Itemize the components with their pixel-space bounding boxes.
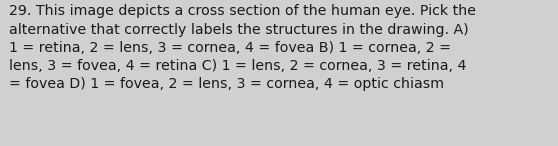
Text: 29. This image depicts a cross section of the human eye. Pick the
alternative th: 29. This image depicts a cross section o… — [9, 4, 476, 91]
